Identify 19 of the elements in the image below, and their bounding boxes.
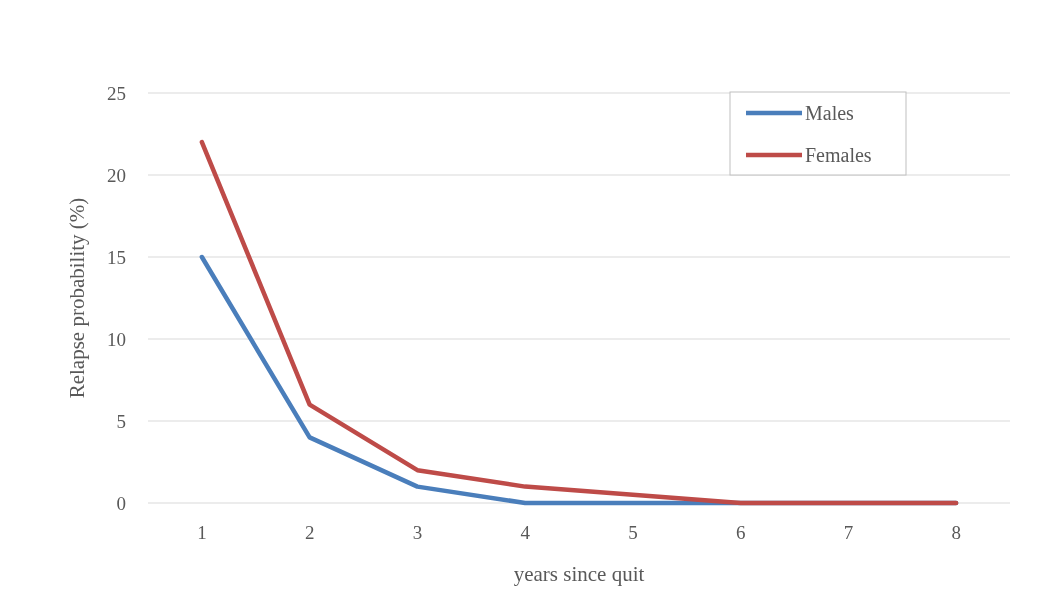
y-tick-label: 10 xyxy=(107,328,126,350)
x-tick-label: 1 xyxy=(197,522,207,543)
x-axis-title: years since quit xyxy=(513,562,645,586)
x-tick-label: 5 xyxy=(628,522,638,543)
x-tick-label: 7 xyxy=(843,522,854,543)
y-tick-label: 5 xyxy=(116,410,126,432)
legend-label: Females xyxy=(805,144,872,166)
legend-label: Males xyxy=(805,102,855,124)
y-tick-label: 20 xyxy=(107,164,126,186)
y-tick-label: 0 xyxy=(116,492,126,514)
y-tick-label: 25 xyxy=(107,82,126,104)
x-tick-label: 2 xyxy=(304,522,315,543)
y-axis-title: Relapse probability (%) xyxy=(65,197,89,399)
x-tick-label: 4 xyxy=(520,522,531,543)
x-tick-label: 8 xyxy=(951,522,961,543)
x-tick-label: 3 xyxy=(412,522,423,543)
x-tick-label: 6 xyxy=(735,522,746,543)
y-tick-label: 15 xyxy=(107,246,126,268)
line-series xyxy=(199,139,959,506)
